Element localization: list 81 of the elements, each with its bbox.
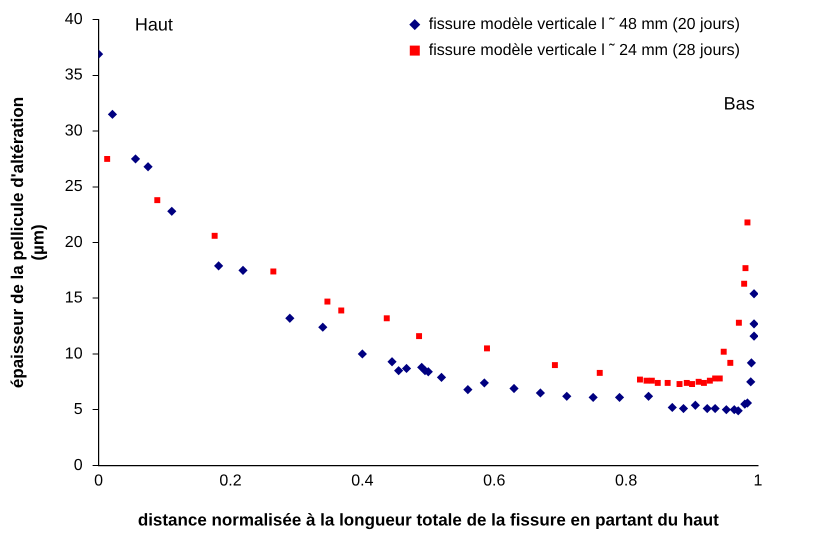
x-tick-label: 0: [94, 472, 104, 490]
point: [154, 197, 160, 204]
point: [108, 110, 118, 119]
point: [238, 266, 248, 275]
point: [710, 404, 720, 414]
y-tick-label: 30: [64, 122, 83, 140]
y-tick-label: 10: [64, 345, 83, 362]
legend-label: fissure modèle verticale l ˜ 48 mm (20 jours): [428, 16, 740, 34]
point: [285, 314, 294, 323]
point: [676, 381, 682, 388]
point: [130, 154, 140, 164]
point: [596, 370, 603, 376]
x-tick-label: 0.2: [219, 472, 242, 490]
point: [702, 404, 712, 414]
y-tick-label: 5: [74, 401, 83, 418]
point: [552, 362, 558, 368]
point: [648, 378, 655, 384]
point: [744, 219, 750, 226]
point: [690, 400, 700, 410]
point: [614, 392, 624, 402]
y-tick-label: 20: [64, 234, 83, 251]
y-tick-label: 35: [64, 66, 83, 84]
point: [394, 366, 404, 376]
point: [270, 268, 276, 274]
point: [588, 392, 598, 402]
x-tick-label: 0.6: [483, 472, 506, 490]
x-tick-label: 0.8: [614, 472, 638, 490]
point: [664, 380, 671, 386]
point: [509, 384, 519, 394]
point: [536, 388, 545, 398]
point: [742, 265, 748, 272]
point: [318, 322, 328, 332]
point: [636, 376, 643, 383]
point: [104, 156, 110, 162]
point: [706, 378, 713, 384]
point: [463, 385, 472, 394]
point: [696, 378, 702, 385]
point: [644, 392, 654, 401]
point: [416, 333, 422, 340]
point: [214, 261, 224, 271]
point: [749, 332, 758, 341]
point: [143, 162, 153, 172]
annotation: Haut: [134, 14, 173, 35]
y-tick-label: 40: [64, 11, 83, 28]
point: [644, 378, 650, 384]
point: [562, 392, 572, 401]
point: [716, 376, 723, 382]
point: [212, 232, 218, 239]
point: [436, 372, 446, 382]
point: [358, 349, 367, 359]
point: [746, 358, 756, 368]
point: [736, 320, 742, 326]
point: [700, 380, 707, 386]
y-tick-label: 0: [74, 456, 83, 474]
point: [720, 348, 727, 355]
point: [654, 380, 661, 386]
point: [689, 381, 696, 388]
point: [387, 357, 397, 366]
annotation: Bas: [724, 93, 755, 114]
x-tick-label: 1: [754, 472, 763, 490]
legend-label: fissure modèle verticale l ˜ 24 mm (28 jours): [428, 42, 740, 60]
point: [741, 280, 748, 287]
point: [384, 315, 390, 322]
point: [746, 377, 756, 386]
point: [749, 319, 758, 328]
point: [678, 404, 688, 414]
point: [484, 345, 490, 352]
point: [402, 364, 412, 374]
point: [722, 405, 731, 414]
point: [480, 378, 489, 388]
point: [727, 360, 734, 366]
x-axis-title: distance normalisée à la longueur totale de la fissure en partant du haut: [138, 510, 720, 530]
point: [324, 298, 330, 305]
y-tick-label: 25: [64, 178, 83, 196]
y-axis-title: épaisseur de la pellicule d'altération (µm): [8, 96, 48, 388]
point: [167, 206, 176, 216]
point: [338, 308, 344, 314]
y-tick-label: 15: [64, 290, 83, 307]
point: [668, 402, 677, 412]
point: [749, 289, 758, 298]
x-tick-label: 0.4: [351, 472, 374, 490]
